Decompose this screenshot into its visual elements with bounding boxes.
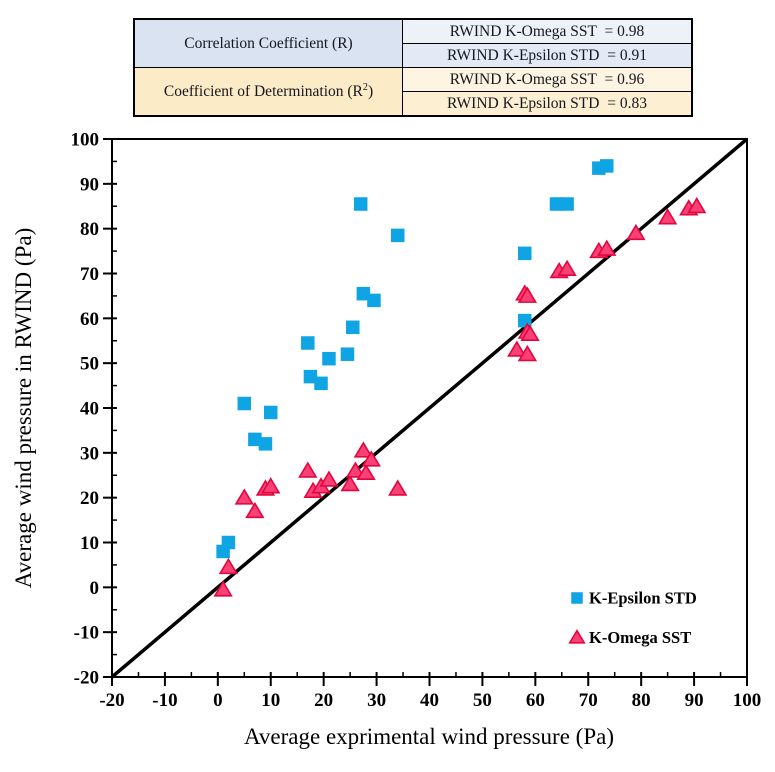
data-point-triangle: [361, 450, 381, 467]
identity-line: [110, 137, 749, 679]
data-point-square: [518, 313, 532, 328]
data-point-triangle: [597, 239, 617, 256]
data-point-triangle: [388, 479, 408, 496]
data-point-triangle: [340, 474, 360, 492]
y-tick-label: 30: [80, 443, 99, 464]
data-point-triangle: [626, 223, 646, 241]
determination-label-superscript: 2: [362, 81, 368, 93]
table-row: Correlation Coefficient (R) RWIND K-Omeg…: [133, 18, 693, 68]
data-point-square: [248, 432, 262, 447]
data-point-triangle: [261, 477, 281, 494]
y-tick-label: 20: [80, 488, 99, 509]
data-point-square: [237, 396, 252, 411]
y-tick-label: 10: [80, 533, 99, 554]
determination-label-text: Coefficient of Determination (R: [163, 83, 363, 101]
data-point-triangle: [557, 259, 577, 277]
correlation-komega-value: RWIND K-Omega SST = 0.98: [402, 18, 693, 44]
data-point-square: [346, 320, 360, 335]
data-point-square: [322, 351, 336, 366]
data-point-square: [314, 376, 328, 391]
x-tick-label: 70: [579, 690, 598, 711]
y-tick-label: 100: [71, 130, 100, 151]
y-tick-label: 60: [80, 309, 99, 330]
y-tick-label: 90: [80, 174, 99, 195]
data-point-square: [353, 197, 368, 211]
data-point-square: [560, 197, 574, 211]
x-tick-label: 60: [526, 690, 545, 711]
correlation-kepsilon-value: RWIND K-Epsilon STD = 0.91: [402, 43, 693, 68]
x-tick-label: 10: [261, 690, 280, 711]
x-tick-label: 30: [367, 690, 386, 711]
y-tick-label: 70: [80, 264, 99, 285]
determination-label-closing: ): [367, 83, 374, 101]
legend-marker-triangle: [568, 629, 586, 644]
legend-label: K-Omega SST: [589, 628, 691, 647]
x-axis-title: Average exprimental wind pressure (Pa): [244, 724, 614, 749]
data-point-square: [391, 228, 405, 243]
axis-tick-labels: -20 -10 0 10 20 30 40 50 60 70 80 90 100 -20 -10 0 10 20 3…: [71, 130, 762, 712]
data-point-square: [518, 246, 532, 261]
data-point-square: [264, 405, 278, 420]
data-points: [213, 159, 707, 597]
x-tick-label: 50: [473, 690, 492, 711]
data-point-square: [221, 535, 236, 550]
axis-ticks: [103, 138, 748, 686]
determination-komega-value: RWIND K-Omega SST = 0.96: [402, 67, 693, 92]
data-point-triangle: [520, 324, 540, 342]
determination-kepsilon-value: RWIND K-Epsilon STD = 0.83: [402, 91, 693, 117]
y-tick-label: 0: [90, 578, 100, 599]
y-tick-label: 50: [80, 354, 99, 375]
legend-marker-square: [571, 592, 583, 604]
data-point-square: [549, 197, 564, 211]
data-point-triangle: [218, 557, 239, 575]
data-point-triangle: [353, 441, 374, 458]
data-point-triangle: [517, 344, 538, 362]
x-tick-label: -20: [99, 690, 124, 711]
data-point-square: [367, 293, 381, 308]
data-point-square: [600, 159, 614, 173]
table-row: RWIND K-Epsilon STD = 0.83: [134, 91, 693, 117]
data-point-square: [303, 369, 318, 384]
data-point-triangle: [245, 501, 265, 519]
stats-table: Correlation Coefficient (R) RWIND K-Omeg…: [133, 18, 693, 117]
data-point-triangle: [356, 463, 376, 481]
data-point-square: [340, 347, 355, 361]
data-point-triangle: [507, 340, 527, 357]
data-point-triangle: [657, 208, 678, 225]
y-tick-label: -20: [74, 668, 99, 689]
table-row: Coefficient of Determination (R2) RWIND …: [133, 67, 693, 117]
data-point-square: [356, 286, 371, 301]
x-tick-label: 0: [213, 690, 223, 711]
y-equals-x-line: [110, 137, 749, 679]
y-tick-label: -10: [74, 623, 99, 644]
data-point-triangle: [298, 461, 318, 478]
legend-label: K-Epsilon STD: [589, 589, 697, 608]
data-point-triangle: [234, 488, 254, 505]
y-axis-title: Average wind pressure in RWIND (Pa): [11, 228, 36, 588]
data-point-triangle: [345, 461, 366, 478]
data-point-triangle: [319, 470, 339, 487]
x-tick-label: 40: [420, 690, 439, 711]
determination-label-cell: Coefficient of Determination (R2): [133, 67, 403, 117]
table-row: RWIND K-Epsilon STD = 0.91: [134, 43, 693, 68]
x-tick-label: 100: [733, 690, 762, 711]
data-point-square: [258, 437, 273, 451]
x-tick-label: 90: [685, 690, 704, 711]
x-tick-label: 20: [314, 690, 333, 711]
scatter-plot: -20 -10 0 10 20 30 40 50 60 70 80 90 100 -20 -10 0 10 20 3…: [11, 130, 762, 750]
data-point-triangle: [213, 580, 233, 597]
y-tick-label: 40: [80, 399, 99, 420]
data-point-triangle: [687, 196, 707, 214]
x-tick-label: 80: [632, 690, 651, 711]
chart-legend: K-Epsilon STD K-Omega SST: [568, 589, 697, 647]
data-point-square: [301, 336, 315, 350]
x-tick-label: -10: [152, 690, 177, 711]
y-tick-label: 80: [80, 219, 99, 240]
data-point-triangle: [517, 286, 538, 303]
correlation-label-cell: Correlation Coefficient (R): [133, 18, 403, 68]
